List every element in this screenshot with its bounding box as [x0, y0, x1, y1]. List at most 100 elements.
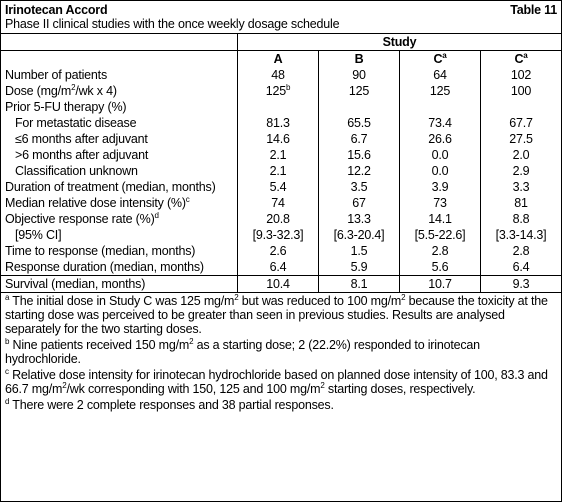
value-cell: 3.5 — [318, 179, 400, 195]
value-cell: 48 — [237, 67, 319, 83]
value-cell: 14.6 — [237, 131, 319, 147]
value-cell: 2.0 — [480, 147, 561, 163]
text-run: Survival (median, months) — [5, 277, 146, 291]
row-label: ≤6 months after adjuvant — [1, 131, 238, 147]
table-row: Classification unknown 2.1 12.2 0.0 2.9 — [1, 163, 561, 179]
value-cell: 8.8 — [480, 211, 561, 227]
superscript: 2 — [401, 293, 406, 302]
value-cell: 65.5 — [318, 115, 400, 131]
value-cell: 2.8 — [480, 243, 561, 259]
value-cell: 13.3 — [318, 211, 400, 227]
value-cell: 0.0 — [399, 147, 481, 163]
text-run: ≤6 months after adjuvant — [15, 132, 148, 146]
value-cell: [3.3-14.3] — [480, 227, 561, 243]
superscript: b — [286, 83, 291, 92]
row-label: Objective response rate (%)d — [1, 211, 238, 227]
table-row: Time to response (median, months) 2.6 1.5 2… — [1, 243, 561, 259]
value-cell: 81.3 — [237, 115, 319, 131]
row-label: Duration of treatment (median, months) — [1, 179, 238, 195]
superscript: 2 — [189, 337, 194, 346]
footnote: a The initial dose in Study C was 125 mg… — [5, 293, 557, 337]
value-cell: 125 — [399, 83, 481, 99]
text-run: starting doses, respectively. — [324, 382, 476, 396]
row-label: Prior 5-FU therapy (%) — [1, 99, 238, 115]
superscript: b — [5, 337, 10, 346]
blank-cell — [1, 33, 238, 51]
text-run: Duration of treatment (median, months) — [5, 180, 216, 194]
value-cell: 6.4 — [237, 259, 319, 276]
value-cell: 64 — [399, 67, 481, 83]
value-cell — [480, 99, 561, 115]
text-run: Prior 5-FU therapy (%) — [5, 100, 127, 114]
table-row: Response duration (median, months) 6.4 5.9… — [1, 259, 561, 276]
value-cell — [318, 99, 400, 115]
blank-cell — [1, 50, 238, 67]
column-header: Ca — [480, 50, 561, 67]
value-cell: [5.5-22.6] — [399, 227, 481, 243]
text-run: Response duration (median, months) — [5, 260, 204, 274]
table-row: Prior 5-FU therapy (%) — [1, 99, 561, 115]
data-table: Study A B Ca Ca Number of patients 48 90 64 102… — [1, 33, 561, 293]
value-cell: 27.5 — [480, 131, 561, 147]
table-row: For metastatic disease 81.3 65.5 73.4 67.7 — [1, 115, 561, 131]
table-row: >6 months after adjuvant 2.1 15.6 0.0 2.0 — [1, 147, 561, 163]
text-run: 125 — [265, 84, 286, 98]
table-row: Median relative dose intensity (%)c 74 67 7… — [1, 195, 561, 211]
superscript: a — [5, 293, 10, 302]
superscript: d — [5, 397, 10, 406]
superscript: 2 — [234, 293, 239, 302]
text-run: Median relative dose intensity (%) — [5, 196, 186, 210]
superscript: c — [5, 367, 9, 376]
table-row: Duration of treatment (median, months) 5.… — [1, 179, 561, 195]
subtitle: Phase II clinical studies with the once … — [5, 17, 340, 31]
row-label: Number of patients — [1, 67, 238, 83]
text-run: Time to response (median, months) — [5, 244, 196, 258]
footnote: c Relative dose intensity for irinotecan… — [5, 367, 557, 397]
column-header-row: A B Ca Ca — [1, 50, 561, 67]
row-label: Survival (median, months) — [1, 275, 238, 293]
value-cell: 10.7 — [399, 275, 481, 293]
value-cell: 15.6 — [318, 147, 400, 163]
value-cell: 102 — [480, 67, 561, 83]
superscript: 2 — [320, 381, 325, 390]
text-run: The initial dose in Study C was 125 mg/m — [9, 294, 235, 308]
row-label: >6 months after adjuvant — [1, 147, 238, 163]
text-run: C — [514, 52, 524, 66]
value-cell: 9.3 — [480, 275, 561, 293]
value-cell: 5.6 — [399, 259, 481, 276]
table-bottom — [1, 292, 561, 293]
value-cell: 67 — [318, 195, 400, 211]
text-run: as a starting dose; 2 (22.2%) responded … — [5, 338, 480, 366]
text-run: /wk x 4) — [75, 84, 117, 98]
text-run: Relative dose intensity for irinotecan h… — [5, 368, 548, 396]
text-run: Number of patients — [5, 68, 108, 82]
value-cell — [237, 99, 319, 115]
column-header: A — [237, 50, 319, 67]
value-cell: 67.7 — [480, 115, 561, 131]
value-cell: 2.9 — [480, 163, 561, 179]
footnotes: a The initial dose in Study C was 125 mg… — [1, 293, 561, 415]
value-cell: 5.4 — [237, 179, 319, 195]
row-label: Classification unknown — [1, 163, 238, 179]
table-row: Survival (median, months) 10.4 8.1 10.7 9.3 — [1, 275, 561, 293]
value-cell: 74 — [237, 195, 319, 211]
value-cell: 3.9 — [399, 179, 481, 195]
value-cell: 125 — [318, 83, 400, 99]
text-run: C — [433, 52, 443, 66]
text-run: A — [273, 52, 283, 66]
value-cell: 73.4 — [399, 115, 481, 131]
superscript: c — [185, 195, 190, 204]
text-run: /wk corresponding with 150, 125 and 100 … — [66, 382, 321, 396]
table-label: Table 11 — [510, 3, 557, 17]
value-cell: 12.2 — [318, 163, 400, 179]
column-header: Ca — [399, 50, 481, 67]
value-cell: [6.3-20.4] — [318, 227, 400, 243]
superscript: 2 — [71, 83, 76, 92]
superscript: 2 — [62, 381, 67, 390]
value-cell: 0.0 — [399, 163, 481, 179]
value-cell: 8.1 — [318, 275, 400, 293]
row-label: Time to response (median, months) — [1, 243, 238, 259]
text-run: [95% CI] — [15, 228, 62, 242]
footnote: d There were 2 complete responses and 38… — [5, 397, 557, 413]
